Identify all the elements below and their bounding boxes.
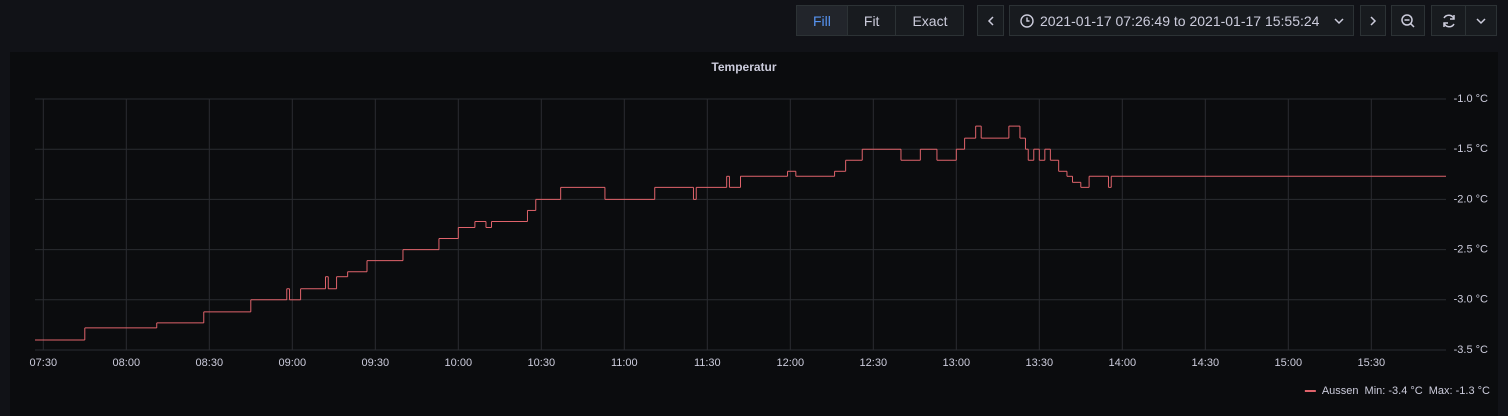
panel — [10, 52, 1498, 416]
fill-mode-button[interactable]: Fill — [797, 6, 848, 35]
legend-stat: Max: -1.3 °C — [1429, 385, 1490, 397]
chevron-right-icon — [1370, 15, 1377, 26]
chevron-down-icon — [1476, 17, 1486, 24]
y-tick-label: -2.5 °C — [1454, 244, 1488, 256]
time-range-picker[interactable]: 2021-01-17 07:26:49 to 2021-01-17 15:55:… — [1009, 5, 1354, 36]
chevron-left-icon — [987, 15, 994, 26]
x-tick-label: 08:30 — [196, 357, 224, 369]
y-tick-label: -1.0 °C — [1454, 93, 1488, 105]
refresh-interval-button[interactable] — [1465, 5, 1497, 36]
y-tick-label: -1.5 °C — [1454, 143, 1488, 155]
zoom-out-button[interactable] — [1391, 5, 1425, 36]
y-tick-label: -3.5 °C — [1454, 344, 1488, 356]
x-tick-label: 13:30 — [1026, 357, 1054, 369]
y-tick-label: -3.0 °C — [1454, 294, 1488, 306]
x-tick-label: 08:00 — [113, 357, 141, 369]
fill-mode-button[interactable]: Exact — [912, 12, 948, 29]
legend-stat: Min: -3.4 °C — [1365, 385, 1423, 397]
x-tick-label: 11:00 — [611, 357, 638, 369]
refresh-button[interactable] — [1431, 5, 1466, 36]
clock-icon — [1020, 13, 1034, 28]
time-range-text: 2021-01-17 07:26:49 to 2021-01-17 15:55:… — [1040, 12, 1320, 29]
x-tick-label: 12:30 — [860, 357, 888, 369]
legend-label: Aussen — [1322, 385, 1359, 397]
x-tick-label: 07:30 — [30, 357, 58, 369]
zoom-out-icon — [1401, 13, 1415, 28]
fill-mode-button[interactable]: Fit — [848, 6, 897, 35]
x-tick-label: 09:00 — [279, 357, 307, 369]
chart-title: Temperatur — [711, 60, 776, 74]
x-tick-label: 11:30 — [694, 357, 721, 369]
x-tick-label: 14:30 — [1192, 357, 1220, 369]
y-tick-label: -2.0 °C — [1454, 193, 1488, 205]
refresh-icon — [1442, 13, 1455, 28]
chevron-down-icon — [1334, 17, 1344, 24]
x-tick-label: 12:00 — [777, 357, 805, 369]
x-tick-label: 13:00 — [943, 357, 971, 369]
shift-back-button[interactable] — [977, 5, 1004, 36]
x-tick-label: 10:30 — [528, 357, 556, 369]
x-tick-label: 09:30 — [362, 357, 390, 369]
x-tick-label: 10:00 — [445, 357, 473, 369]
x-tick-label: 15:00 — [1275, 357, 1303, 369]
shift-forward-button[interactable] — [1360, 5, 1386, 36]
x-tick-label: 15:30 — [1358, 357, 1386, 369]
fill-mode-group: Fill Fit Exact — [796, 5, 965, 36]
x-tick-label: 14:00 — [1109, 357, 1137, 369]
